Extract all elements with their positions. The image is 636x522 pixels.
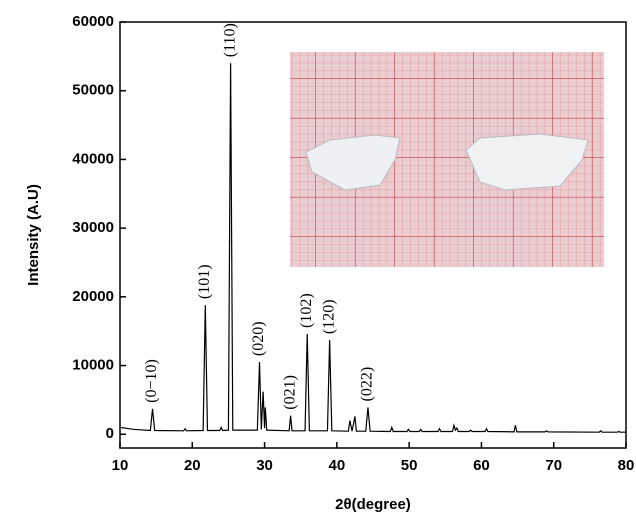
y-tick-label: 50000 — [72, 82, 114, 99]
y-tick-label: 20000 — [72, 288, 114, 305]
peak-label: (022) — [359, 367, 376, 402]
y-axis-label: Intensity (A.U) — [25, 184, 42, 286]
x-tick-label: 80 — [618, 457, 635, 474]
peak-label: (020) — [250, 321, 267, 356]
x-tick-label: 20 — [184, 457, 201, 474]
y-tick-label: 0 — [106, 425, 114, 442]
y-tick-label: 40000 — [72, 150, 114, 167]
peak-label: (021) — [281, 375, 298, 410]
x-tick-label: 40 — [329, 457, 346, 474]
inset-photo — [290, 52, 604, 267]
plot-frame — [119, 21, 627, 449]
peak-label: (102) — [298, 293, 315, 328]
y-tick-label: 30000 — [72, 219, 114, 236]
peak-label: (110) — [221, 23, 238, 57]
x-tick-label: 60 — [473, 457, 490, 474]
peak-label: (0−10) — [143, 359, 160, 403]
x-axis-label: 2θ(degree) — [335, 496, 411, 513]
peak-label: (120) — [320, 299, 337, 334]
x-tick-label: 10 — [112, 457, 129, 474]
y-tick-label: 10000 — [72, 357, 114, 374]
x-tick-label: 30 — [256, 457, 273, 474]
y-tick-label: 60000 — [72, 13, 114, 30]
x-tick-label: 50 — [401, 457, 418, 474]
peak-label: (101) — [196, 264, 213, 299]
data-line — [119, 63, 626, 433]
x-tick-label: 70 — [545, 457, 562, 474]
